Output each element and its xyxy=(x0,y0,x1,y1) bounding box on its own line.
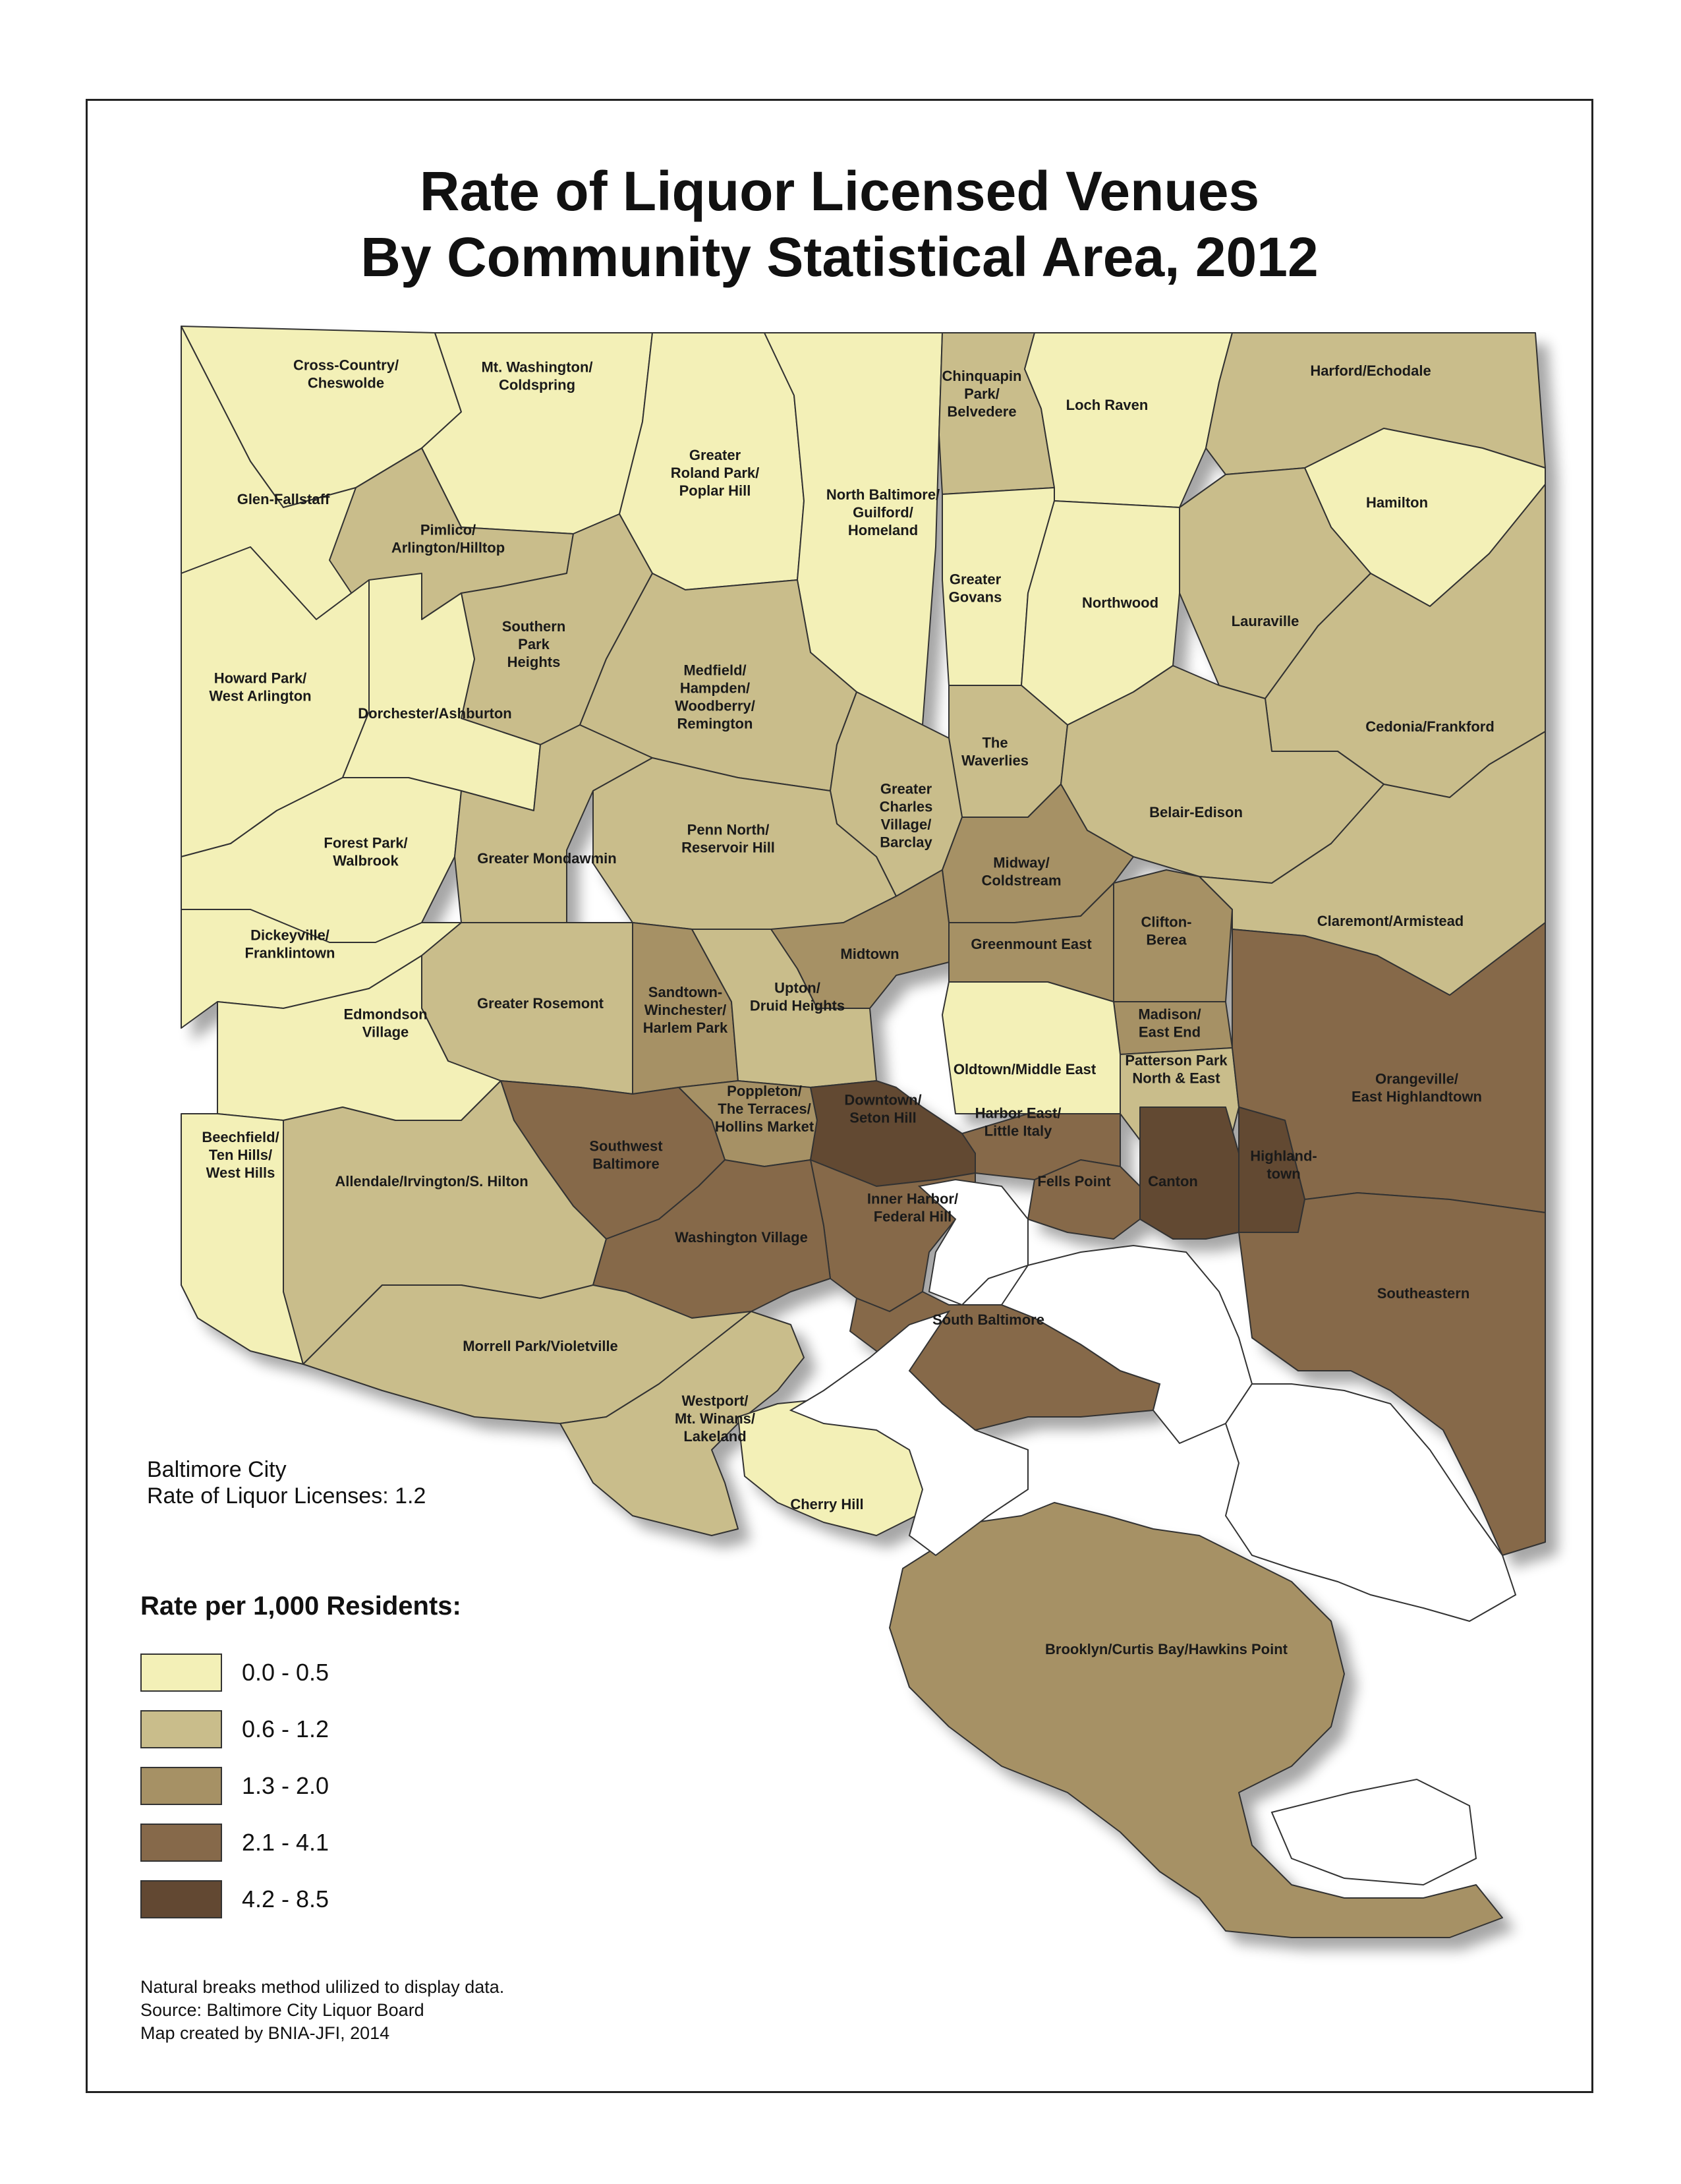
area-label-morrell-park: Morrell Park/Violetville xyxy=(463,1338,618,1354)
area-label-greater-charles-village: Greater Charles Village/Barclay xyxy=(880,781,933,851)
area-morrell-park xyxy=(302,1284,752,1424)
city-summary-line2: Rate of Liquor Licenses: 1.2 xyxy=(147,1483,426,1509)
area-label-chinquapin: Chinquapin Park/Belvedere xyxy=(942,368,1022,420)
area-label-south-baltimore: South Baltimore xyxy=(932,1311,1044,1328)
area-labels: Cross-Country/Cheswolde Mt. Washington/Co… xyxy=(202,357,1494,1658)
area-label-cross-country: Cross-Country/Cheswolde xyxy=(293,357,399,391)
area-label-oldtown: Oldtown/Middle East xyxy=(954,1061,1097,1078)
area-label-orangeville: Orangeville/East Highlandtown xyxy=(1352,1071,1482,1105)
water-body xyxy=(789,1310,1029,1557)
water-body xyxy=(1224,1383,1517,1623)
area-label-harbor-east: Harbor East/Little Italy xyxy=(975,1105,1062,1139)
area-label-cedonia: Cedonia/Frankford xyxy=(1365,718,1495,735)
area-label-madison: Madison/East End xyxy=(1138,1006,1201,1041)
area-label-northwood: Northwood xyxy=(1082,594,1158,611)
area-southeastern xyxy=(1238,1192,1546,1556)
area-label-medfield: Medfield/Hampden/Woodberry/Remington xyxy=(675,662,755,732)
area-label-patterson-park: Patterson Park North & East xyxy=(1125,1052,1228,1087)
area-label-allendale: Allendale/Irvington/S. Hilton xyxy=(335,1173,528,1190)
legend-label: 4.2 - 8.5 xyxy=(242,1885,329,1912)
map-title: Rate of Liquor Licensed Venues By Commun… xyxy=(86,158,1593,290)
area-label-canton: Canton xyxy=(1148,1173,1198,1190)
legend: 0.0 - 0.5 0.6 - 1.2 1.3 - 2.0 2.1 - 4.1 … xyxy=(140,1644,329,1928)
legend-row: 0.0 - 0.5 xyxy=(140,1644,329,1701)
area-label-westport: Westport/Mt. Winans/Lakeland xyxy=(675,1393,755,1445)
legend-row: 0.6 - 1.2 xyxy=(140,1701,329,1758)
harbor-water xyxy=(789,1178,1517,1886)
area-label-hamilton: Hamilton xyxy=(1366,494,1428,511)
area-label-beechfield: Beechfield/Ten Hills/West Hills xyxy=(202,1129,279,1181)
area-label-greater-govans: Greater Govans xyxy=(949,571,1002,606)
area-label-poppleton: Poppleton/The Terraces/Hollins Market xyxy=(715,1083,814,1135)
legend-label: 2.1 - 4.1 xyxy=(242,1829,329,1856)
map-title-line1: Rate of Liquor Licensed Venues xyxy=(419,160,1260,222)
legend-row: 2.1 - 4.1 xyxy=(140,1814,329,1871)
city-summary-line1: Baltimore City xyxy=(147,1457,287,1482)
area-label-dickeyville: Dickeyville/Franklintown xyxy=(245,927,335,962)
legend-swatch xyxy=(140,1824,222,1862)
area-loch-raven xyxy=(1024,332,1233,508)
legend-title: Rate per 1,000 Residents: xyxy=(140,1592,461,1621)
area-label-brooklyn: Brooklyn/Curtis Bay/Hawkins Point xyxy=(1045,1641,1288,1657)
area-label-harford: Harford/Echodale xyxy=(1310,362,1431,379)
area-label-southwest-baltimore: Southwest Baltimore xyxy=(589,1138,663,1172)
map-title-line2: By Community Statistical Area, 2012 xyxy=(360,226,1319,288)
area-label-north-baltimore: North Baltimore/Guilford/Homeland xyxy=(826,486,940,538)
map-frame xyxy=(86,99,1593,2093)
area-label-southeastern: Southeastern xyxy=(1377,1285,1470,1302)
area-label-loch-raven: Loch Raven xyxy=(1066,397,1149,413)
area-label-sandtown: Sandtown-Winchester/Harlem Park xyxy=(643,984,728,1036)
area-label-southern-park-heights: Southern Park Heights xyxy=(502,618,566,670)
legend-label: 0.6 - 1.2 xyxy=(242,1715,329,1742)
area-label-lauraville: Lauraville xyxy=(1232,613,1299,629)
area-label-greenmount-east: Greenmount East xyxy=(971,936,1092,952)
area-label-edmondson: Edmondson Village xyxy=(343,1006,427,1041)
area-label-midtown: Midtown xyxy=(840,946,899,962)
legend-row: 4.2 - 8.5 xyxy=(140,1871,329,1928)
area-label-waverlies: The Waverlies xyxy=(961,735,1029,769)
notes-method: Natural breaks method ulilized to displa… xyxy=(140,1977,505,1997)
area-label-greater-mondawmin: Greater Mondawmin xyxy=(477,850,616,867)
area-label-dorchester: Dorchester/Ashburton xyxy=(358,705,511,722)
area-label-forest-park: Forest Park/Walbrook xyxy=(324,835,407,869)
notes-credit: Map created by BNIA-JFI, 2014 xyxy=(140,2023,390,2043)
area-label-cherry-hill: Cherry Hill xyxy=(790,1496,863,1512)
area-polygons xyxy=(181,326,1546,1938)
area-brooklyn xyxy=(889,1502,1503,1938)
area-label-greater-rosemont: Greater Rosemont xyxy=(477,995,604,1012)
legend-swatch xyxy=(140,1653,222,1692)
legend-swatch xyxy=(140,1767,222,1805)
map-notes: Natural breaks method ulilized to displa… xyxy=(140,1976,504,2045)
area-label-upton: Upton/Druid Heights xyxy=(750,980,845,1014)
area-label-washington-village: Washington Village xyxy=(675,1229,808,1246)
area-upton xyxy=(691,929,877,1088)
area-label-clifton-berea: Clifton-Berea xyxy=(1141,914,1192,948)
area-label-howard-park: Howard Park/West Arlington xyxy=(209,670,311,704)
area-canton xyxy=(1139,1106,1239,1240)
legend-label: 0.0 - 0.5 xyxy=(242,1659,329,1686)
area-label-pimlico: Pimlico/Arlington/Hilltop xyxy=(391,522,505,556)
water-body xyxy=(917,1178,1029,1306)
area-label-roland-park: Greater Roland Park/Poplar Hill xyxy=(671,447,759,499)
area-label-claremont: Claremont/Armistead xyxy=(1317,913,1464,929)
area-label-belair-edison: Belair-Edison xyxy=(1149,804,1243,820)
area-label-mt-washington: Mt. Washington/Coldspring xyxy=(481,359,592,393)
notes-source: Source: Baltimore City Liquor Board xyxy=(140,2000,424,2020)
area-label-midway: Midway/Coldstream xyxy=(981,855,1061,889)
water-body xyxy=(1270,1778,1477,1886)
water-body xyxy=(1000,1244,1253,1445)
city-summary: Baltimore City Rate of Liquor Licenses: … xyxy=(147,1456,426,1509)
area-label-downtown: Downtown/Seton Hill xyxy=(844,1092,921,1126)
area-label-highlandtown: Highland-town xyxy=(1250,1148,1317,1182)
legend-row: 1.3 - 2.0 xyxy=(140,1758,329,1814)
area-label-glen-fallstaff: Glen-Fallstaff xyxy=(237,491,330,507)
area-label-penn-north: Penn North/Reservoir Hill xyxy=(681,822,775,856)
legend-label: 1.3 - 2.0 xyxy=(242,1772,329,1799)
area-oldtown xyxy=(942,981,1121,1114)
area-label-fells-point: Fells Point xyxy=(1037,1173,1111,1190)
legend-swatch xyxy=(140,1880,222,1918)
legend-swatch xyxy=(140,1710,222,1748)
area-label-inner-harbor: Inner Harbor/Federal Hill xyxy=(867,1191,958,1225)
